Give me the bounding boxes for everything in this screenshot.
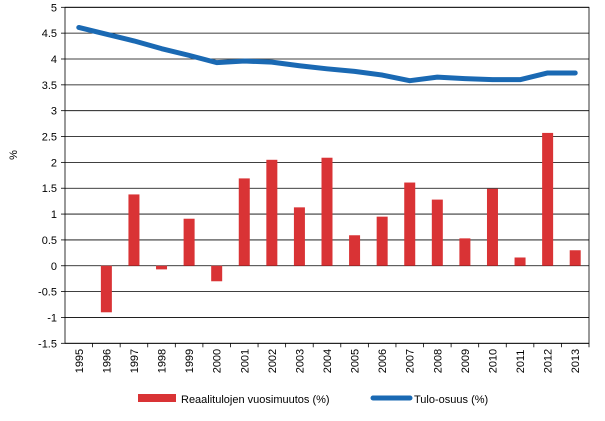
y-axis-label: %: [8, 150, 20, 160]
bar-2005: [349, 235, 360, 265]
bar-2011: [515, 257, 526, 265]
x-tick-label: 2013: [570, 349, 582, 373]
bar-2012: [542, 133, 553, 266]
y-tick-label: 0.5: [42, 235, 57, 247]
x-tick-label: 2008: [432, 349, 444, 373]
bar-1997: [128, 194, 139, 265]
x-tick-label: 2002: [267, 349, 279, 373]
bar-1996: [101, 266, 112, 313]
x-tick-label: 2006: [377, 349, 389, 373]
y-tick-label: -1: [47, 312, 57, 324]
x-tick-label: 1995: [74, 349, 86, 373]
x-tick-label: 1999: [184, 349, 196, 373]
x-tick-label: 2011: [515, 350, 527, 374]
bar-2010: [487, 189, 498, 266]
y-tick-label: 2.5: [42, 132, 57, 144]
bar-2008: [432, 200, 443, 266]
x-tick-label: 2012: [543, 349, 555, 373]
bar-1999: [184, 219, 195, 266]
bar-2007: [404, 183, 415, 266]
legend-bar-swatch: [138, 394, 176, 402]
line-series: [79, 27, 575, 80]
y-tick-label: -0.5: [38, 287, 57, 299]
y-tick-label: 3.5: [42, 80, 57, 92]
bar-1998: [156, 266, 167, 270]
x-tick-label: 2010: [487, 349, 499, 373]
y-tick-label: 4.5: [42, 28, 57, 40]
x-tick-label: 1996: [101, 349, 113, 373]
legend-bar-label: Reaalitulojen vuosimuutos (%): [181, 394, 330, 406]
y-tick-label: 2: [51, 157, 57, 169]
bar-2009: [459, 238, 470, 265]
y-tick-label: 5: [51, 2, 57, 14]
x-tick-label: 2000: [212, 349, 224, 373]
y-tick-label: 1.5: [42, 183, 57, 195]
bar-2004: [322, 158, 333, 266]
bar-2002: [266, 160, 277, 266]
x-tick-label: 2007: [405, 349, 417, 373]
legend-line-label: Tulo-osuus (%): [414, 394, 488, 406]
x-tick-label: 1998: [157, 349, 169, 373]
x-tick-label: 1997: [129, 349, 141, 373]
x-tick-label: 2003: [294, 349, 306, 373]
y-tick-label: -1.5: [38, 338, 57, 350]
x-tick-label: 2009: [460, 349, 472, 373]
y-tick-label: 1: [51, 209, 57, 221]
y-tick-label: 3: [51, 106, 57, 118]
x-tick-label: 2004: [322, 349, 334, 373]
x-tick-label: 2001: [239, 349, 251, 373]
bar-2013: [570, 250, 581, 266]
y-tick-label: 0: [51, 261, 57, 273]
bar-2003: [294, 207, 305, 265]
bar-2001: [239, 178, 250, 265]
bar-2006: [377, 217, 388, 266]
y-tick-label: 4: [51, 54, 57, 66]
x-tick-label: 2005: [350, 349, 362, 373]
bar-2000: [211, 266, 222, 282]
